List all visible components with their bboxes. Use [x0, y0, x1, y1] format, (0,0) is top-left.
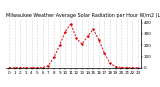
Text: Milwaukee Weather Average Solar Radiation per Hour W/m2 (Last 24 Hours): Milwaukee Weather Average Solar Radiatio…: [6, 13, 160, 18]
